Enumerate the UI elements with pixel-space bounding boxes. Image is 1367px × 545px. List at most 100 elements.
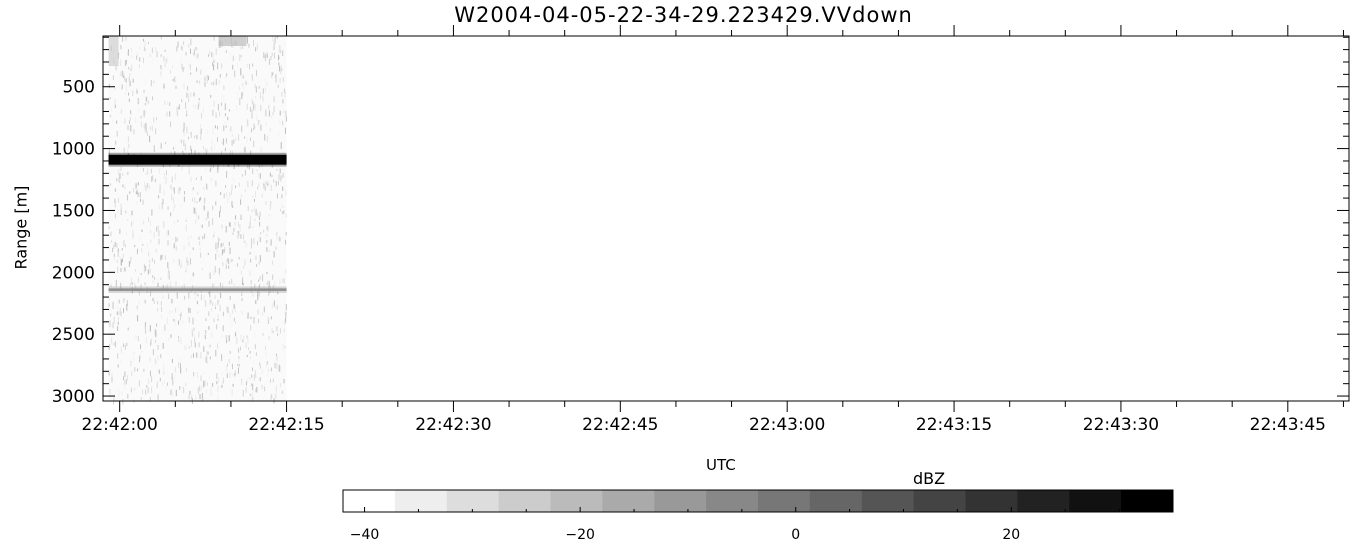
noise-speck xyxy=(202,396,204,402)
noise-speck xyxy=(238,134,240,141)
noise-speck xyxy=(138,100,140,103)
noise-speck xyxy=(212,205,214,211)
noise-speck xyxy=(177,219,179,223)
noise-speck xyxy=(273,251,275,258)
noise-speck xyxy=(129,116,131,121)
noise-speck xyxy=(233,283,235,287)
noise-speck xyxy=(218,254,220,258)
noise-speck xyxy=(234,305,236,313)
noise-speck xyxy=(215,78,217,86)
noise-speck xyxy=(223,249,225,253)
noise-speck xyxy=(281,92,283,97)
x-tick-label: 22:42:15 xyxy=(248,415,324,435)
noise-speck xyxy=(145,126,147,133)
noise-speck xyxy=(182,68,184,73)
noise-speck xyxy=(147,269,149,275)
noise-speck xyxy=(278,173,280,181)
noise-speck xyxy=(194,292,196,295)
noise-speck xyxy=(233,303,235,309)
noise-speck xyxy=(157,225,159,232)
x-tick-label: 22:43:45 xyxy=(1250,415,1326,435)
noise-speck xyxy=(162,86,164,90)
noise-speck xyxy=(239,98,241,105)
noise-speck xyxy=(109,369,111,373)
noise-speck xyxy=(201,112,202,119)
noise-speck xyxy=(240,270,242,275)
noise-speck xyxy=(110,281,112,285)
noise-speck xyxy=(170,121,171,128)
noise-speck xyxy=(127,136,129,143)
noise-speck xyxy=(142,243,144,246)
noise-speck xyxy=(199,198,201,202)
noise-speck xyxy=(163,56,165,62)
noise-speck xyxy=(271,328,273,334)
noise-speck xyxy=(258,291,260,297)
y-tick-label: 1500 xyxy=(52,201,95,221)
noise-speck xyxy=(183,41,185,46)
noise-speck xyxy=(117,243,118,250)
noise-speck xyxy=(190,146,192,151)
noise-speck xyxy=(200,385,202,392)
noise-speck xyxy=(247,314,248,319)
noise-speck xyxy=(143,38,144,42)
noise-speck xyxy=(253,124,255,129)
noise-speck xyxy=(125,379,127,385)
noise-speck xyxy=(147,183,149,188)
noise-speck xyxy=(157,344,159,350)
noise-speck xyxy=(170,281,172,289)
noise-speck xyxy=(152,175,154,181)
noise-speck xyxy=(247,163,249,169)
noise-speck xyxy=(144,110,146,115)
noise-speck xyxy=(203,205,205,211)
noise-speck xyxy=(193,104,195,107)
noise-speck xyxy=(128,76,130,82)
noise-speck xyxy=(240,46,242,50)
noise-speck xyxy=(119,228,121,234)
noise-speck xyxy=(216,324,218,330)
noise-speck xyxy=(167,273,169,279)
noise-speck xyxy=(217,62,219,70)
noise-speck xyxy=(250,150,252,158)
noise-speck xyxy=(188,241,190,246)
noise-speck xyxy=(196,80,198,83)
noise-speck xyxy=(280,49,282,54)
noise-speck xyxy=(263,306,265,313)
noise-speck xyxy=(263,229,265,233)
noise-speck xyxy=(237,230,239,234)
noise-speck xyxy=(266,54,268,59)
noise-speck xyxy=(252,195,254,198)
noise-speck xyxy=(188,63,190,69)
noise-speck xyxy=(135,335,137,340)
noise-speck xyxy=(272,112,274,116)
noise-speck xyxy=(188,44,190,48)
noise-speck xyxy=(117,353,119,359)
noise-speck xyxy=(193,207,195,214)
noise-speck xyxy=(183,196,185,202)
colorbar-label: dBZ xyxy=(913,469,946,488)
noise-speck xyxy=(144,322,146,329)
noise-speck xyxy=(283,344,284,351)
feature-band xyxy=(108,154,287,165)
noise-speck xyxy=(130,256,132,261)
noise-speck xyxy=(154,259,155,264)
noise-speck xyxy=(205,334,206,340)
noise-speck xyxy=(197,192,199,195)
noise-speck xyxy=(173,221,175,225)
noise-speck xyxy=(158,230,160,237)
noise-speck xyxy=(131,282,133,285)
noise-speck xyxy=(171,358,173,363)
noise-speck xyxy=(194,135,196,139)
noise-speck xyxy=(264,186,266,191)
noise-speck xyxy=(272,73,273,76)
noise-speck xyxy=(152,349,154,356)
noise-speck xyxy=(279,328,281,334)
noise-speck xyxy=(161,254,163,259)
noise-speck xyxy=(119,177,120,182)
noise-speck xyxy=(185,345,187,350)
noise-speck xyxy=(279,78,281,83)
noise-speck xyxy=(282,344,284,348)
noise-speck xyxy=(226,258,228,262)
noise-speck xyxy=(279,365,281,372)
noise-speck xyxy=(239,346,241,351)
noise-speck xyxy=(255,375,257,378)
